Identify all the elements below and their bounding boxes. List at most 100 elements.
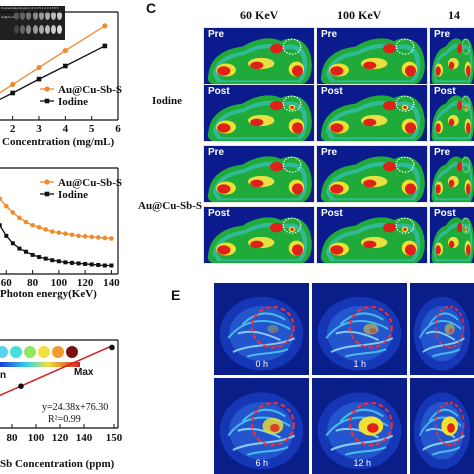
ct-scan [317,207,427,263]
data-point [3,203,9,209]
panel-a: Concentration(mg/mL) 0.1 0.5 1 2 3 4 5 5… [0,0,125,150]
legend-label: Iodine [58,189,88,201]
ct-tile: Pre [429,27,474,85]
time-label: 12 h [353,458,372,468]
x-tick-label: 140 [103,277,120,289]
ultrasound-tile [410,378,474,474]
data-point [30,252,35,257]
x-tick-label: 120 [52,432,69,444]
ct-scan [317,146,427,202]
data-point [24,249,28,254]
ultrasound-scan [214,378,309,474]
col-header-1: 100 KeV [337,8,382,22]
data-point [89,262,94,267]
ct-tile: Pre [316,27,428,85]
data-point [10,210,16,215]
data-point [102,23,108,29]
x-tick-label: 80 [27,277,39,289]
series-line-au [0,25,106,94]
tile-phase-label: Pre [434,29,451,40]
legend-marker [44,98,50,104]
legend-label: Au@Cu-Sb-S [58,84,122,96]
phantom-dot [10,346,22,358]
x-tick-label: 60 [1,277,13,289]
data-point [109,236,114,241]
inset-well [14,11,19,20]
data-point [109,263,114,268]
data-point [76,261,81,266]
data-point [36,225,42,230]
ct-scan [430,28,474,84]
x-tick-label: 5 [89,123,95,135]
tile-phase-label: Post [208,208,230,219]
inset-well [38,11,44,20]
tile-phase-label: Post [321,86,343,97]
inset-wells-row2 [14,25,64,34]
inset-well [51,11,57,20]
time-label: 6 h [255,458,269,468]
inset-well [38,25,44,34]
ct-scan [430,146,474,202]
data-point [109,344,115,351]
inset-well [51,25,57,34]
data-point [43,256,48,261]
tile-phase-label: Post [321,208,343,219]
inset-row-label: Au@Cu-Sb-S [1,15,20,19]
phantom-dot [52,346,64,358]
data-point [89,234,95,240]
data-point [56,259,61,264]
data-point [0,223,2,228]
phantom-dot [0,346,8,358]
inset-well [45,25,50,34]
data-point [36,76,42,82]
data-point [82,234,88,239]
data-point [0,196,3,202]
ultrasound-tile: 0 h [214,283,309,375]
legend-marker [44,179,50,185]
phantom-dot [66,346,78,358]
phantom-dot [24,346,36,358]
colorbar-max-label: Max [74,367,94,378]
ct-scan [204,28,314,84]
inset-well [26,25,32,34]
data-point [102,235,108,241]
time-label: 1 h [353,359,367,369]
ct-tile: Pre [429,145,474,203]
ultrasound-tile: 12 h [312,378,407,474]
tile-phase-label: Post [208,86,230,97]
ultrasound-tile [410,283,474,375]
data-point [70,260,74,265]
ct-tile: Post [429,206,474,264]
data-point [83,261,88,266]
ultrasound-scan [410,378,474,474]
data-point [49,229,55,234]
chart-a-xlabel: Concentration (mg/mL) [2,136,115,148]
inset-well [32,25,38,34]
ct-tile: Pre [316,145,428,203]
inset-well [26,11,32,20]
ct-tile: Post [316,206,428,264]
legend-marker [44,191,50,197]
ultrasound-scan [312,283,407,375]
ct-tile: Post [203,84,315,142]
ultrasound-scan [214,283,309,375]
x-tick-label: 80 [7,432,19,444]
legend-label: Au@Cu-Sb-S [58,177,122,189]
x-tick-label: 120 [77,277,94,289]
data-point [96,262,101,267]
ct-tile: Pre [203,145,315,203]
panel-c-letter: C [146,0,157,16]
data-point [50,258,55,263]
inset-well [20,11,26,20]
data-point [10,90,15,96]
inset-well [20,25,26,34]
ct-tile: Pre [203,27,315,85]
ultrasound-scan [410,283,474,375]
data-point [43,227,49,232]
ct-scan [430,207,474,263]
data-point [10,241,15,246]
inset-well [32,11,38,20]
data-point [63,231,68,237]
x-tick-label: 140 [76,432,93,444]
